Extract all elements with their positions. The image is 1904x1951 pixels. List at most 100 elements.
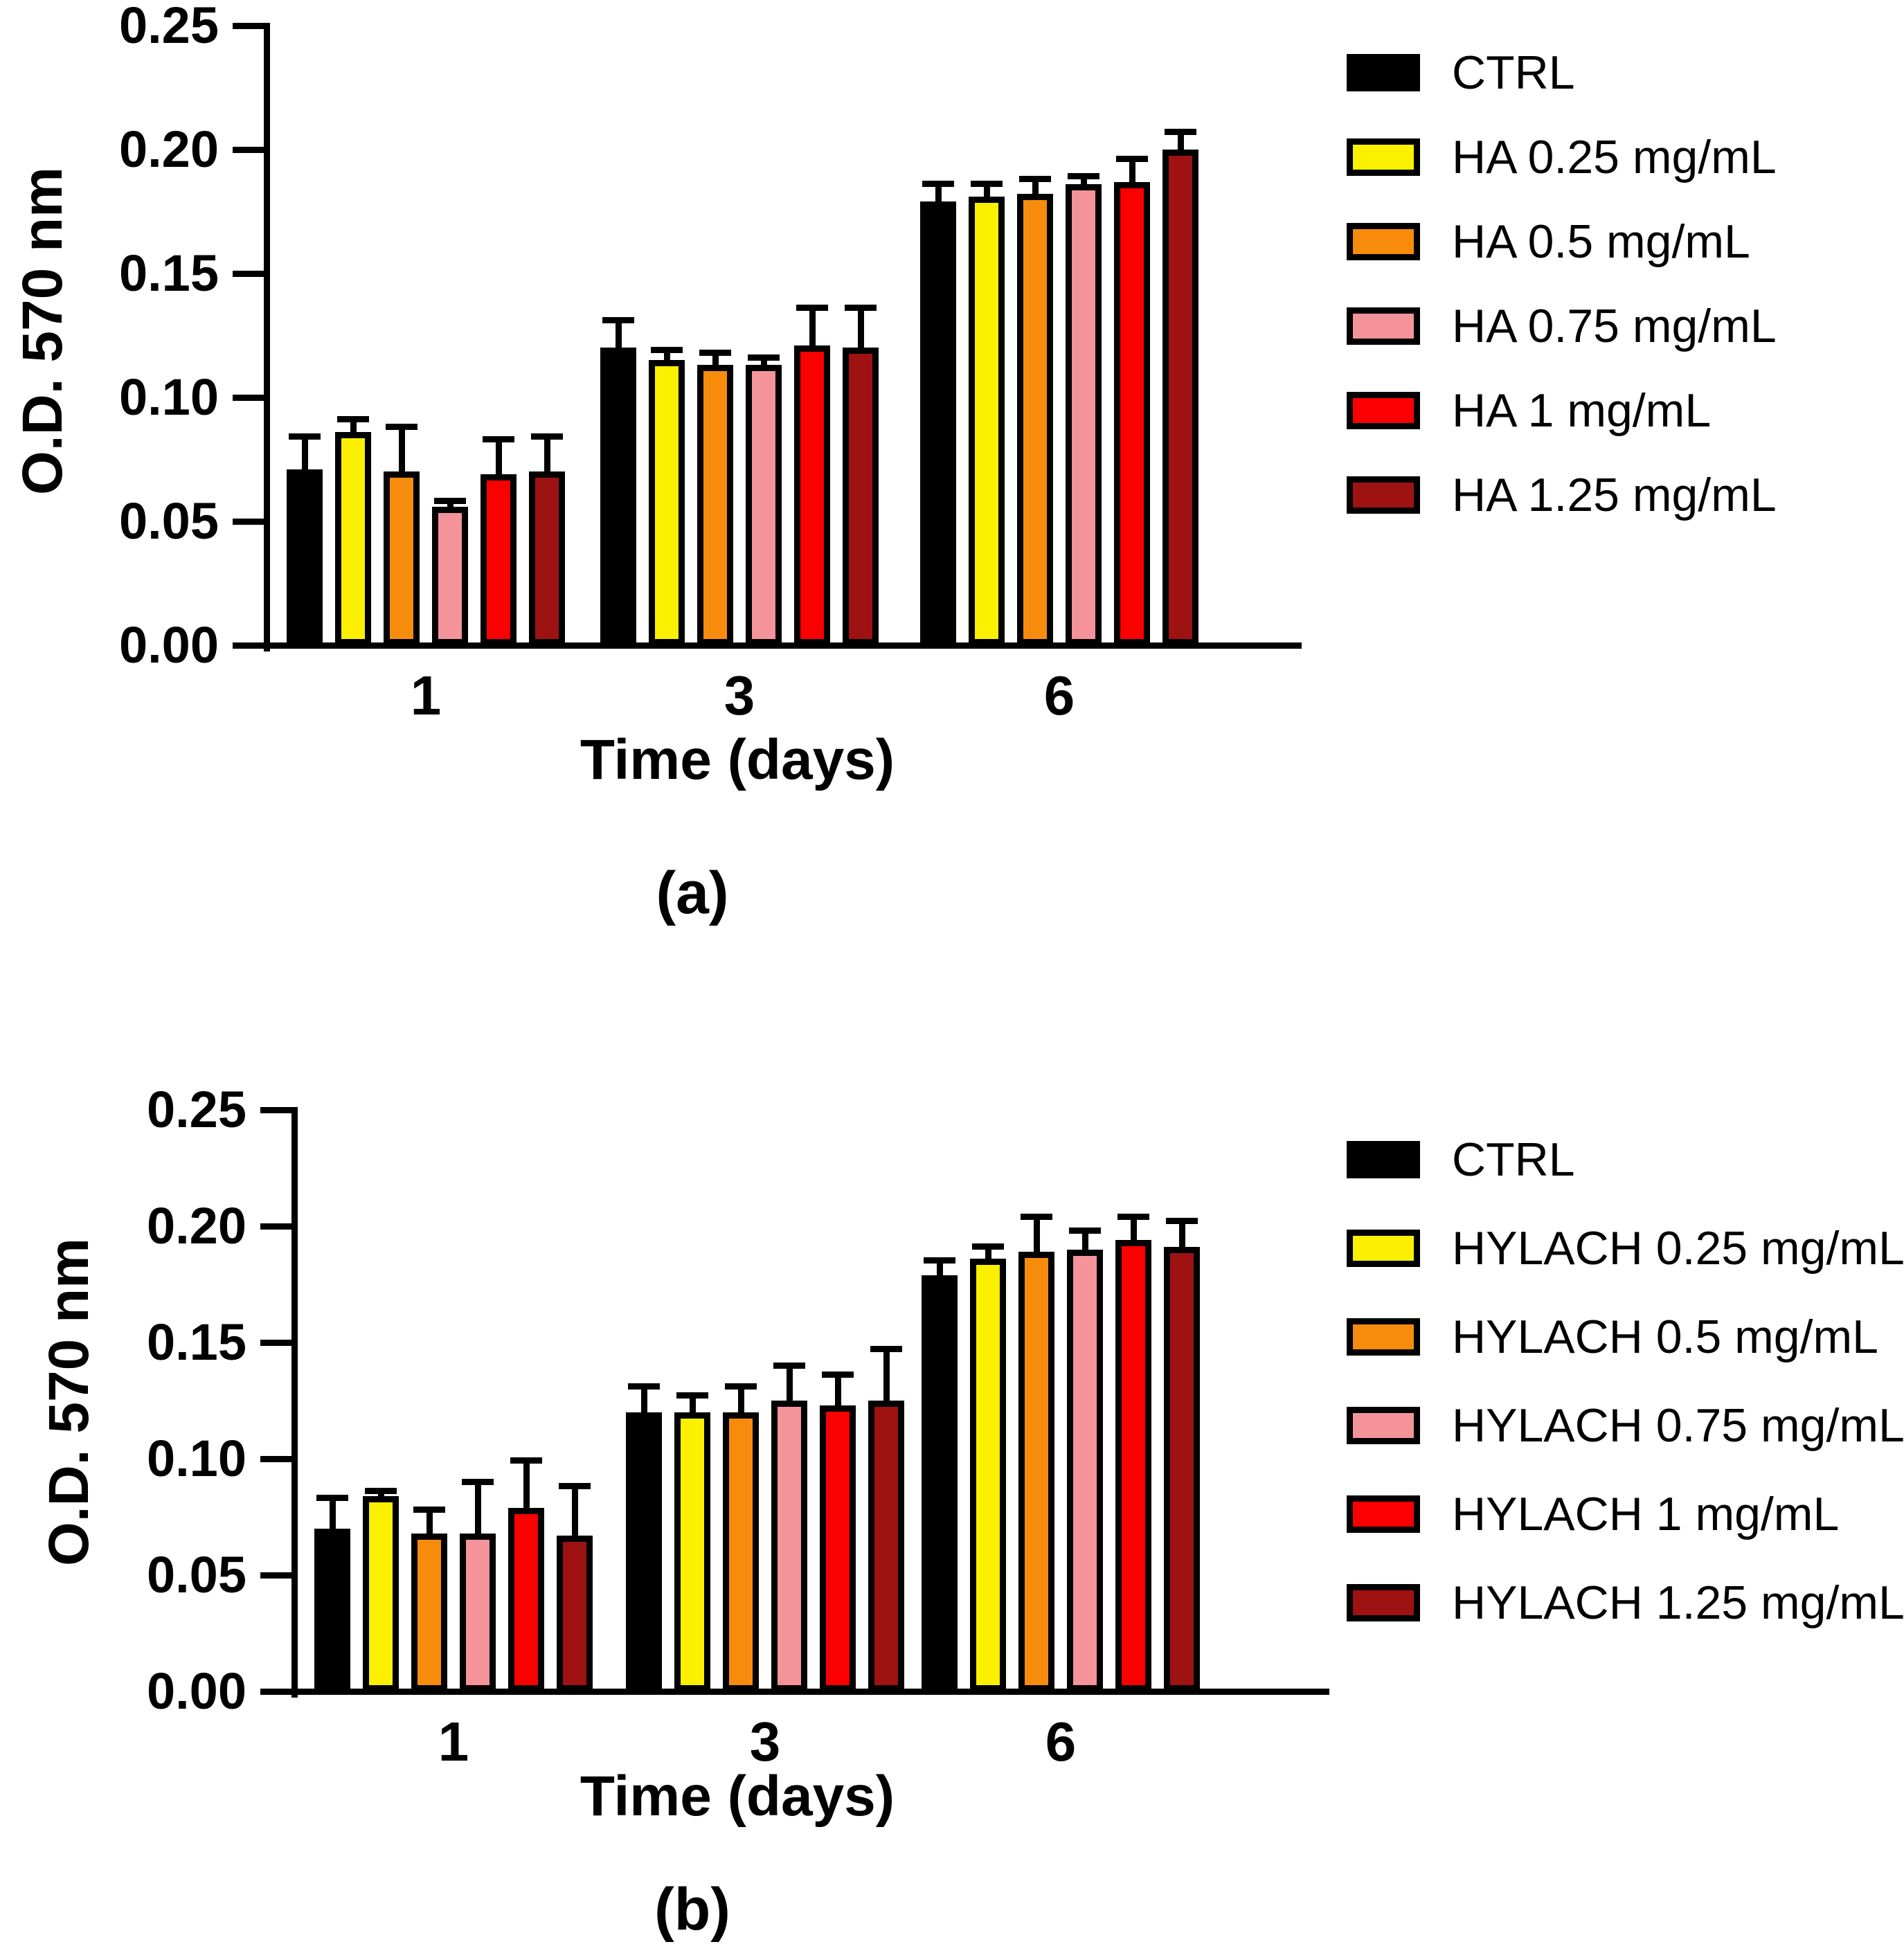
y-tick-label: 0.05: [118, 492, 219, 550]
bar: [508, 1507, 544, 1691]
error-bar-cap: [725, 1383, 757, 1390]
x-axis-line: [291, 1689, 1329, 1695]
error-bar: [738, 1386, 744, 1415]
error-bar: [1081, 177, 1087, 188]
legend-label: HA 0.25 mg/mL: [1452, 131, 1777, 183]
error-bar-cap: [870, 1346, 902, 1353]
bar: [626, 1412, 662, 1691]
y-tick-label: 0.20: [118, 120, 219, 178]
error-bar-cap: [676, 1392, 708, 1399]
bar: [529, 471, 565, 645]
bar: [1164, 1247, 1200, 1691]
x-tick-label: 6: [1045, 1711, 1077, 1772]
error-bar: [1129, 159, 1135, 185]
error-bar: [1032, 179, 1039, 197]
error-bar-cap: [822, 1372, 854, 1378]
error-bar-cap: [1021, 1213, 1052, 1220]
bar: [600, 348, 636, 645]
bar: [843, 348, 879, 645]
bar: [794, 345, 830, 645]
bar: [1162, 150, 1198, 645]
y-tick-label: 0.25: [146, 1081, 246, 1138]
error-bar-cap: [413, 1506, 445, 1513]
error-bar: [426, 1509, 433, 1536]
error-bar-cap: [483, 435, 514, 442]
legend-label: HYLACH 1 mg/mL: [1452, 1488, 1840, 1540]
error-bar: [330, 1498, 336, 1531]
y-axis-line: [264, 23, 270, 651]
error-bar-cap: [337, 416, 369, 423]
legend-swatch: [1347, 1495, 1420, 1533]
error-bar: [572, 1486, 578, 1538]
y-tick: [260, 1107, 291, 1113]
error-bar-cap: [1165, 128, 1196, 135]
error-bar-cap: [531, 433, 563, 440]
error-bar: [858, 308, 864, 351]
bar: [363, 1495, 399, 1691]
x-tick-label: 6: [1043, 665, 1075, 726]
error-bar-cap: [796, 305, 828, 312]
error-bar-cap: [1116, 156, 1148, 163]
error-bar-cap: [773, 1362, 805, 1369]
error-bar-cap: [462, 1478, 494, 1485]
error-bar-cap: [386, 423, 417, 430]
y-axis-line: [291, 1107, 298, 1698]
error-bar: [883, 1349, 890, 1403]
error-bar: [1179, 1221, 1185, 1250]
bar: [746, 365, 782, 645]
legend-label: HA 1 mg/mL: [1452, 384, 1712, 437]
legend-label: HYLACH 0.25 mg/mL: [1452, 1222, 1904, 1275]
legend-swatch: [1347, 1584, 1420, 1621]
error-bar: [935, 184, 942, 205]
bar: [820, 1405, 856, 1691]
error-bar-cap: [971, 181, 1003, 188]
error-bar: [712, 352, 719, 368]
x-tick-label: 1: [438, 1711, 469, 1772]
legend-swatch: [1347, 392, 1420, 429]
bar: [557, 1535, 593, 1691]
y-tick-label: 0.15: [118, 244, 219, 302]
y-tick-label: 0.15: [146, 1313, 246, 1371]
bar: [970, 1259, 1006, 1691]
error-bar: [1178, 132, 1184, 152]
error-bar: [835, 1375, 841, 1408]
error-bar-cap: [434, 498, 466, 505]
legend-label: HA 1.25 mg/mL: [1452, 469, 1777, 521]
legend-label: HYLACH 1.25 mg/mL: [1452, 1576, 1904, 1629]
y-tick-label: 0.10: [118, 368, 219, 426]
error-bar: [350, 420, 357, 435]
y-tick-label: 0.00: [118, 616, 219, 674]
error-bar-cap: [924, 1257, 955, 1264]
legend-swatch: [1347, 1230, 1420, 1267]
legend-swatch: [1347, 1318, 1420, 1356]
bar: [723, 1412, 759, 1691]
y-tick: [233, 395, 264, 401]
error-bar: [664, 350, 670, 363]
y-tick: [260, 1689, 291, 1695]
error-bar-cap: [699, 349, 731, 356]
y-tick-label: 0.10: [146, 1430, 246, 1487]
error-bar: [985, 1247, 991, 1262]
legend-label: HA 0.75 mg/mL: [1452, 300, 1777, 352]
y-tick: [233, 271, 264, 277]
error-bar: [496, 439, 502, 477]
y-tick: [233, 23, 264, 29]
error-bar: [378, 1491, 384, 1499]
x-axis-title: Time (days): [580, 1765, 895, 1828]
error-bar-cap: [316, 1495, 348, 1502]
legend-label: CTRL: [1452, 46, 1575, 99]
error-bar-cap: [922, 181, 954, 188]
y-tick-label: 0.05: [146, 1546, 246, 1603]
error-bar: [616, 321, 622, 351]
bar: [384, 471, 420, 645]
bar: [969, 197, 1005, 645]
y-axis-title: O.D. 570 nm: [11, 167, 74, 495]
bar: [460, 1533, 496, 1691]
error-bar: [523, 1461, 530, 1511]
y-tick: [260, 1456, 291, 1462]
error-bar: [787, 1365, 793, 1403]
error-bar: [399, 426, 405, 475]
y-tick: [260, 1223, 291, 1230]
error-bar: [937, 1261, 943, 1278]
